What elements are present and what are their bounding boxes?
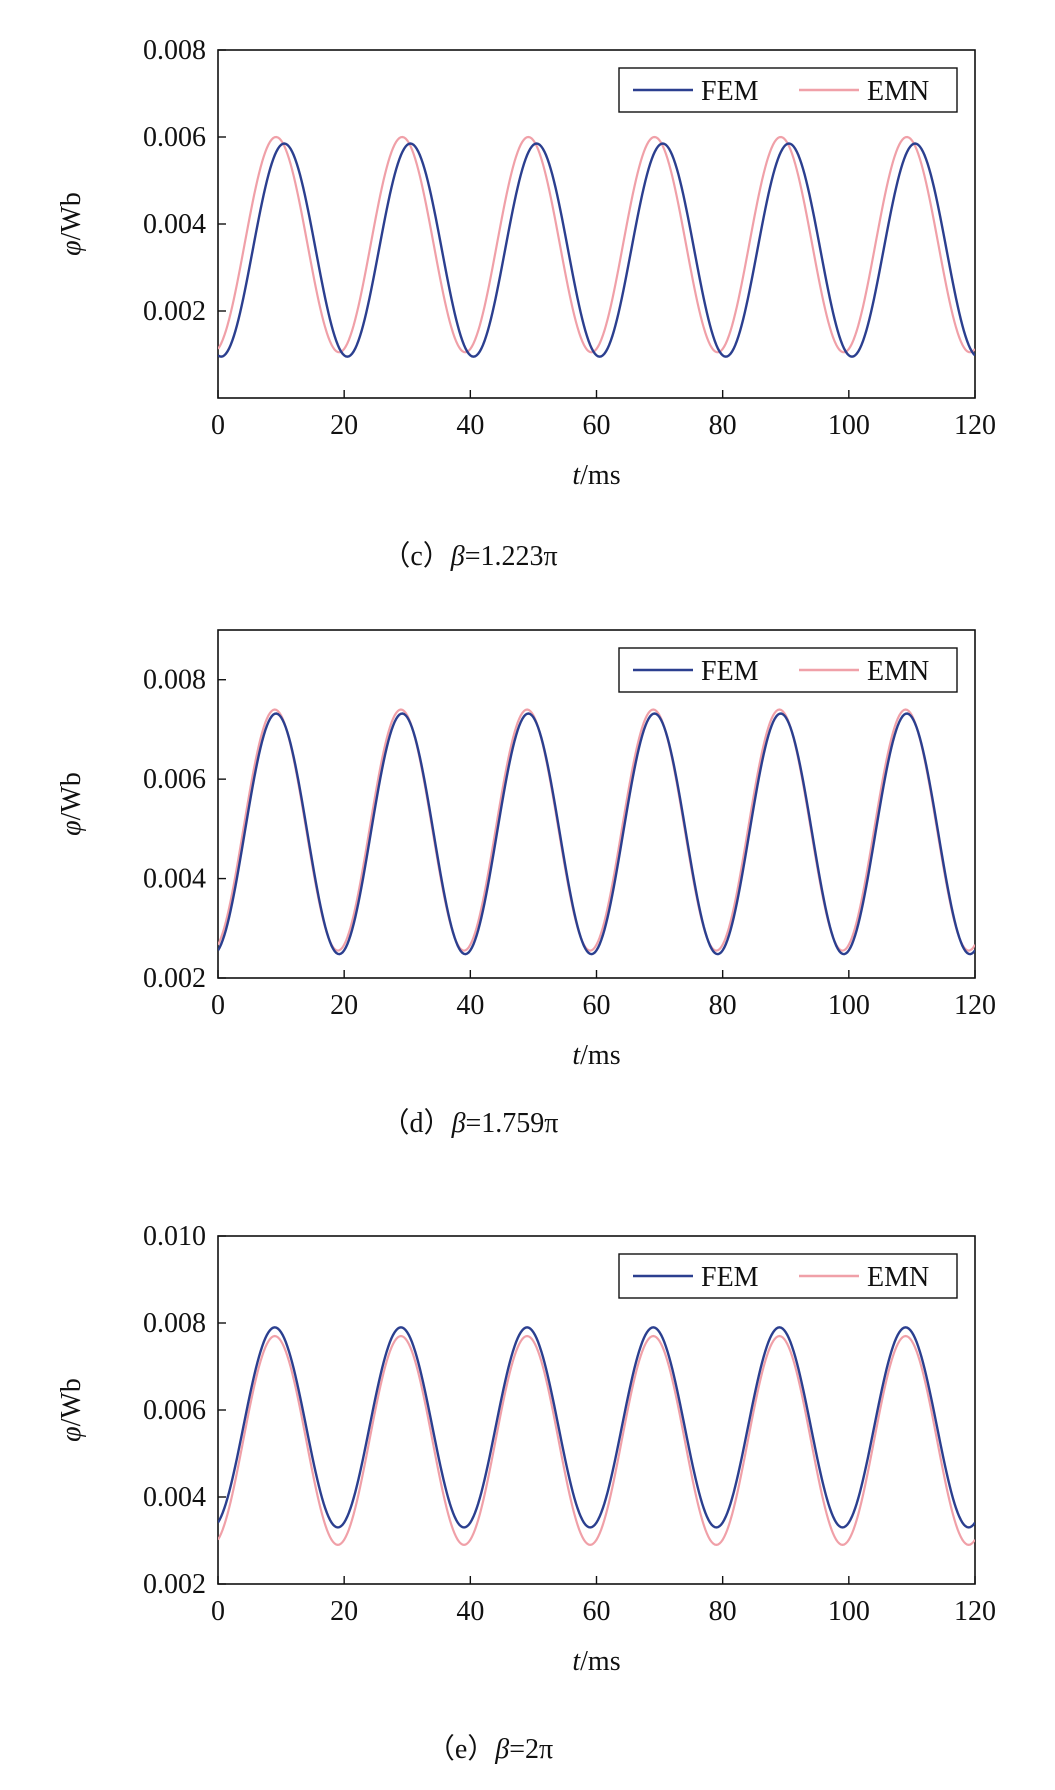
x-tick-label: 20	[330, 410, 358, 441]
x-tick-label: 80	[709, 1596, 737, 1627]
caption-prefix: （e）	[427, 1733, 495, 1765]
caption-symbol: β	[494, 1734, 509, 1765]
x-tick-label: 100	[828, 1596, 870, 1627]
y-axis-unit: /Wb	[56, 1378, 87, 1426]
x-tick-label: 0	[211, 1596, 225, 1627]
legend-label-fem: FEM	[701, 76, 759, 107]
caption-value: =2π	[509, 1734, 553, 1765]
caption-c: （c）β=1.223π	[382, 540, 557, 572]
caption-prefix: （d）	[382, 1107, 452, 1139]
chart-panel-d: （d）β=1.759π 0 20 40 60 80 100 120 0.002 0.004 0.0…	[56, 629, 996, 1139]
x-axis-unit: /ms	[580, 460, 620, 491]
x-axis-unit: /ms	[580, 1646, 620, 1677]
x-axis-var: t	[572, 1040, 581, 1071]
chart-panel-e: （e）β=2π 0 20 40 60 80 100 120 0.002 0.004 0.006 0.…	[56, 1221, 996, 1765]
x-axis-unit: /ms	[580, 1040, 620, 1071]
y-tick-label: 0.004	[143, 209, 206, 240]
x-tick-label: 40	[456, 990, 484, 1021]
x-tick-label: 0	[211, 990, 225, 1021]
caption-symbol: β	[451, 1108, 466, 1139]
x-tick-label: 60	[583, 990, 611, 1021]
legend-label-fem: FEM	[701, 1262, 759, 1293]
x-axis-label: t/ms	[572, 1040, 620, 1071]
x-tick-label: 20	[330, 990, 358, 1021]
legend-label-emn: EMN	[867, 76, 929, 107]
y-tick-label: 0.002	[143, 1569, 206, 1600]
y-tick-label: 0.010	[143, 1221, 206, 1252]
x-tick-label: 60	[583, 410, 611, 441]
x-tick-label: 40	[456, 410, 484, 441]
y-tick-label: 0.008	[143, 665, 206, 696]
x-tick-label: 80	[709, 990, 737, 1021]
series-line-emn	[218, 708, 975, 952]
chart-panel-c: （c）β=1.223π 0 20 40 60 80 100 120 0.002 0.004 0.0…	[56, 35, 996, 572]
y-tick-label: 0.006	[143, 122, 206, 153]
y-tick-label: 0.004	[143, 1482, 206, 1513]
series-line-emn	[218, 135, 975, 354]
series-line-fem	[218, 1326, 975, 1529]
y-tick-label: 0.002	[143, 296, 206, 327]
caption-symbol: β	[450, 541, 465, 572]
x-axis-label: t/ms	[572, 1646, 620, 1677]
y-axis-var: φ	[56, 240, 87, 256]
x-tick-label: 40	[456, 1596, 484, 1627]
y-tick-label: 0.002	[143, 963, 206, 994]
x-axis-var: t	[572, 1646, 581, 1677]
y-axis-label: φ/Wb	[56, 772, 87, 836]
caption-value: =1.223π	[465, 541, 558, 572]
legend-label-emn: EMN	[867, 1262, 929, 1293]
caption-value: =1.759π	[466, 1108, 559, 1139]
legend-label-fem: FEM	[701, 656, 759, 687]
x-tick-label: 120	[954, 1596, 996, 1627]
y-axis-label: φ/Wb	[56, 1378, 87, 1442]
y-tick-label: 0.006	[143, 764, 206, 795]
x-axis-label: t/ms	[572, 460, 620, 491]
series-line-emn	[218, 1334, 975, 1546]
y-tick-label: 0.008	[143, 1308, 206, 1339]
caption-d: （d）β=1.759π	[382, 1107, 559, 1139]
legend-label-emn: EMN	[867, 656, 929, 687]
y-axis-label: φ/Wb	[56, 192, 87, 256]
x-tick-label: 120	[954, 410, 996, 441]
y-axis-unit: /Wb	[56, 772, 87, 820]
y-axis-var: φ	[56, 820, 87, 836]
caption-e: （e）β=2π	[427, 1733, 553, 1765]
y-tick-label: 0.008	[143, 35, 206, 66]
y-axis-var: φ	[56, 1426, 87, 1442]
caption-prefix: （c）	[382, 540, 450, 572]
series-line-fem	[218, 712, 975, 956]
series-line-fem	[218, 142, 975, 358]
x-tick-label: 80	[709, 410, 737, 441]
x-tick-label: 120	[954, 990, 996, 1021]
x-tick-label: 20	[330, 1596, 358, 1627]
y-axis-unit: /Wb	[56, 192, 87, 240]
x-axis-var: t	[572, 460, 581, 491]
x-tick-label: 100	[828, 410, 870, 441]
y-tick-label: 0.006	[143, 1395, 206, 1426]
y-tick-label: 0.004	[143, 864, 206, 895]
x-tick-label: 100	[828, 990, 870, 1021]
x-tick-label: 60	[583, 1596, 611, 1627]
x-tick-label: 0	[211, 410, 225, 441]
